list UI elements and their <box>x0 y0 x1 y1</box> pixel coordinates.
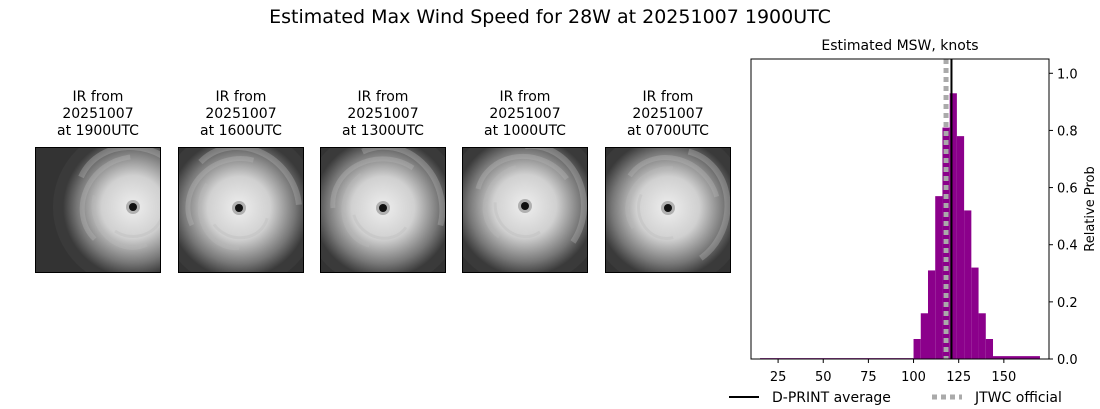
histogram-bar <box>993 356 1040 359</box>
ir-satellite-image <box>35 147 161 273</box>
ir-panel-title: IR from 20251007 at 1000UTC <box>484 89 566 139</box>
histogram-bar <box>935 196 943 359</box>
ir-panel-title: IR from 20251007 at 1300UTC <box>342 89 424 139</box>
ir-panel-title: IR from 20251007 at 1900UTC <box>57 89 139 139</box>
histogram-bar <box>913 339 921 359</box>
legend-jtwc-label: JTWC official <box>974 390 1062 406</box>
ir-satellite-image <box>178 147 304 273</box>
y-tick-label: 0.0 <box>1057 353 1078 368</box>
y-tick-label: 1.0 <box>1057 67 1078 82</box>
plot-frame <box>750 58 1050 360</box>
ir-satellite-image <box>320 147 446 273</box>
legend-dprint-label: D-PRINT average <box>772 390 891 406</box>
y-tick-label: 0.8 <box>1057 124 1078 139</box>
x-tick-label: 25 <box>770 370 787 385</box>
x-tick-label: 50 <box>815 370 832 385</box>
y-tick-label: 0.2 <box>1057 296 1078 311</box>
figure-title: Estimated Max Wind Speed for 28W at 2025… <box>269 6 831 28</box>
histogram-bar <box>949 93 957 360</box>
histogram-bar <box>985 339 994 359</box>
y-tick-label: 0.4 <box>1057 239 1078 254</box>
ir-satellite-image <box>462 147 588 273</box>
ir-panel-title: IR from 20251007 at 0700UTC <box>627 89 709 139</box>
histogram-bar <box>920 313 928 359</box>
y-tick-label: 0.6 <box>1057 182 1078 197</box>
histogram-bar <box>971 267 979 359</box>
x-tick-label: 100 <box>901 370 926 385</box>
chart-legend: D-PRINT average JTWC official <box>729 390 1062 406</box>
histogram-bar <box>964 210 972 359</box>
x-tick-label: 125 <box>946 370 971 385</box>
ir-satellite-image <box>605 147 731 273</box>
histogram-bar <box>956 136 965 359</box>
histogram-bar <box>927 270 936 359</box>
histogram-bar <box>978 313 986 359</box>
chart-title: Estimated MSW, knots <box>821 38 978 54</box>
x-tick-label: 75 <box>860 370 877 385</box>
ir-panel-title: IR from 20251007 at 1600UTC <box>200 89 282 139</box>
x-tick-label: 150 <box>991 370 1016 385</box>
y-axis-label: Relative Prob <box>1083 166 1098 251</box>
